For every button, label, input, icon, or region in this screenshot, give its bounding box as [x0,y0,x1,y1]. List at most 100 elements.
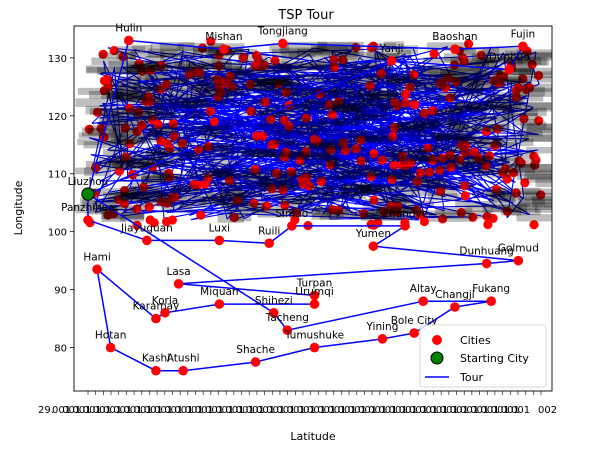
overlapping-label-blob [172,188,212,195]
dense-city-dot [334,97,344,107]
overlapping-label-blob [502,103,522,112]
dense-city-dot [356,156,366,166]
overlapping-label-blob [498,199,531,207]
overlapping-label-blob [131,182,154,190]
overlapping-label-blob [248,148,276,157]
dense-city-dot [139,182,149,192]
city-label-simao: Simao [276,208,309,220]
overlapping-label-blob [359,98,380,106]
overlapping-label-blob [133,61,158,70]
x-tick-label: 001 [491,405,510,416]
overlapping-label-blob [362,62,393,70]
overlapping-label-blob [463,87,485,96]
overlapping-label-blob [514,159,540,169]
overlapping-label-blob [496,69,532,76]
dense-city-dot [167,193,177,203]
overlapping-label-blob [280,148,304,156]
overlapping-label-blob [111,93,160,102]
overlapping-label-blob [248,75,292,84]
overlapping-label-blob [397,45,419,55]
overlapping-label-blob [75,204,117,214]
overlapping-label-blob [512,65,532,72]
overlapping-label-blob [336,209,380,218]
overlapping-label-blob [276,126,327,135]
overlapping-label-blob [532,198,552,208]
overlapping-label-blob [317,42,357,50]
overlapping-label-blob [193,72,214,80]
overlapping-label-blob [418,179,449,188]
overlapping-label-blob [91,57,136,65]
dense-city-dot [508,168,519,178]
overlapping-label-blob [198,126,230,135]
dense-city-dot [84,124,94,134]
overlapping-label-blob [221,120,252,127]
dense-city-dot [238,53,248,63]
dense-city-dot [274,79,284,89]
dense-city-dot [246,106,256,116]
overlapping-label-blob [384,146,404,156]
city-label-dunhua: Dunhua [489,51,530,63]
overlapping-label-blob [102,149,132,157]
dense-city-dot [351,144,361,154]
overlapping-label-blob [116,51,137,60]
overlapping-label-blob [454,101,494,110]
dense-city-dot [464,39,474,49]
overlapping-label-blob [510,164,552,170]
overlapping-label-blob [397,121,439,129]
overlapping-label-blob [376,53,401,60]
overlapping-label-blob [112,159,145,169]
overlapping-label-blob [111,79,141,87]
x-tick-label: 001 [460,405,479,416]
overlapping-label-blob [296,74,320,81]
overlapping-label-blob [85,160,124,169]
dense-city-dot [530,160,540,170]
overlapping-label-blob [362,98,403,108]
x-tick-label: 001 [450,405,469,416]
city-label-yining: Yining [366,321,399,333]
overlapping-label-blob [456,156,491,165]
overlapping-label-blob [176,93,207,103]
overlapping-label-blob [506,65,533,72]
overlapping-label-blob [407,149,441,156]
overlapping-label-blob [137,73,167,80]
overlapping-label-blob [388,121,438,129]
x-tick-label: 001 [185,405,204,416]
overlapping-label-blob [332,89,364,98]
dense-city-dot [225,71,235,82]
dense-city-dot [164,168,174,178]
overlapping-label-blob [111,127,139,136]
dense-city-dot [103,82,113,92]
overlapping-label-blob [448,102,481,112]
dense-city-dot [389,123,399,133]
overlapping-label-blob [444,53,463,62]
overlapping-label-blob [428,212,474,222]
overlapping-label-blob [472,190,509,197]
overlapping-label-blob [104,205,147,211]
overlapping-label-blob [160,53,196,61]
dense-city-dot [481,126,491,136]
overlapping-label-blob [418,128,464,136]
overlapping-label-blob [300,90,338,97]
overlapping-label-blob [87,128,119,136]
overlapping-label-blob [152,147,174,155]
dense-city-dot [366,172,376,182]
overlapping-label-blob [251,207,299,214]
overlapping-label-blob [423,121,470,130]
overlapping-label-blob [362,210,410,220]
city-label-fukang: Fukang [472,283,510,295]
overlapping-label-blob [330,59,358,66]
dense-city-dot [280,200,290,210]
overlapping-label-blob [417,71,466,79]
overlapping-label-blob [526,147,552,154]
overlapping-label-blob [483,65,504,75]
dense-city-dot [227,82,237,92]
dense-city-dot [153,119,163,130]
overlapping-label-blob [109,129,128,138]
overlapping-label-blob [225,173,270,180]
overlapping-label-blob [435,207,473,215]
overlapping-label-blob [284,113,311,121]
overlapping-label-blob [470,60,498,69]
dense-city-dot [536,190,546,200]
overlapping-label-blob [455,126,478,133]
dense-city-dot [468,212,478,222]
